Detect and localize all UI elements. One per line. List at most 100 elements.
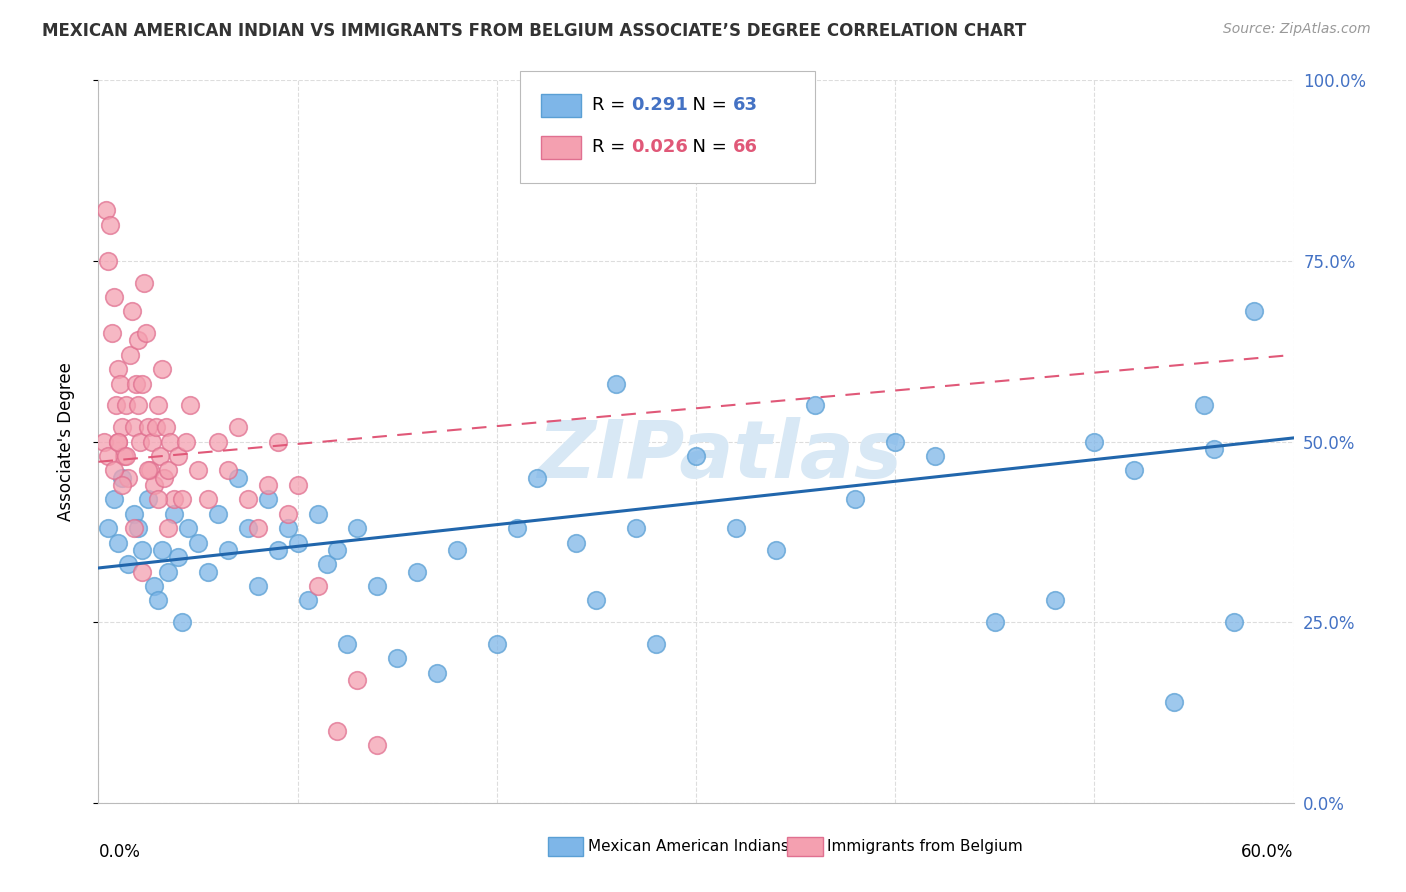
Point: [366, 738, 388, 752]
Point: [765, 542, 787, 557]
Point: [110, 376, 132, 391]
Point: [526, 470, 548, 484]
Point: [174, 434, 197, 449]
Text: R =: R =: [592, 138, 631, 156]
Point: [127, 334, 149, 348]
Point: [163, 507, 186, 521]
Point: [111, 478, 134, 492]
Point: [246, 521, 269, 535]
Point: [172, 492, 194, 507]
Point: [366, 579, 388, 593]
Point: [157, 463, 180, 477]
Point: [217, 542, 239, 557]
Point: [426, 665, 449, 680]
Text: 66: 66: [733, 138, 758, 156]
Point: [163, 492, 186, 507]
Point: [287, 478, 309, 492]
Point: [626, 521, 648, 535]
Point: [316, 558, 339, 572]
Point: [256, 492, 278, 507]
Text: Immigrants from Belgium: Immigrants from Belgium: [827, 839, 1022, 854]
Point: [804, 398, 827, 412]
Point: [187, 535, 209, 549]
Point: [1043, 593, 1066, 607]
Text: R =: R =: [592, 96, 631, 114]
Point: [131, 542, 153, 557]
Point: [585, 593, 607, 607]
Point: [135, 326, 157, 340]
Point: [107, 434, 129, 449]
Point: [346, 673, 368, 687]
Point: [157, 565, 180, 579]
Text: ZIPatlas: ZIPatlas: [537, 417, 903, 495]
Point: [131, 565, 153, 579]
Point: [136, 420, 159, 434]
Point: [127, 398, 149, 412]
Point: [326, 542, 349, 557]
Point: [115, 449, 138, 463]
Point: [103, 290, 125, 304]
Point: [884, 434, 907, 449]
Point: [297, 593, 319, 607]
Point: [136, 463, 159, 477]
Point: [97, 521, 120, 535]
Point: [207, 507, 229, 521]
Point: [844, 492, 866, 507]
Point: [153, 470, 176, 484]
Text: Source: ZipAtlas.com: Source: ZipAtlas.com: [1223, 22, 1371, 37]
Point: [105, 398, 128, 412]
Point: [605, 376, 627, 391]
Point: [1123, 463, 1146, 477]
Point: [121, 304, 143, 318]
Point: [120, 348, 142, 362]
Point: [197, 565, 219, 579]
Point: [96, 203, 118, 218]
Point: [127, 521, 149, 535]
Point: [485, 637, 508, 651]
Point: [197, 492, 219, 507]
Point: [924, 449, 946, 463]
Point: [207, 434, 229, 449]
Point: [97, 449, 120, 463]
Point: [246, 579, 269, 593]
Point: [179, 398, 201, 412]
Point: [307, 507, 329, 521]
Point: [97, 253, 120, 268]
Text: 0.026: 0.026: [631, 138, 688, 156]
Point: [148, 398, 170, 412]
Point: [150, 362, 173, 376]
Point: [277, 521, 299, 535]
Point: [125, 376, 148, 391]
Point: [172, 615, 194, 630]
Point: [143, 579, 166, 593]
Point: [187, 463, 209, 477]
Point: [141, 434, 163, 449]
Point: [1202, 442, 1225, 456]
Point: [131, 376, 153, 391]
Point: [1192, 398, 1215, 412]
Point: [1163, 695, 1185, 709]
Point: [103, 492, 125, 507]
Point: [446, 542, 468, 557]
Point: [139, 463, 162, 477]
Point: [167, 550, 190, 565]
Point: [93, 434, 115, 449]
Point: [506, 521, 529, 535]
Point: [117, 470, 139, 484]
Point: [267, 542, 290, 557]
Text: N =: N =: [681, 96, 733, 114]
Point: [124, 521, 146, 535]
Point: [148, 593, 170, 607]
Point: [336, 637, 359, 651]
Point: [406, 565, 429, 579]
Point: [124, 420, 146, 434]
Text: N =: N =: [681, 138, 733, 156]
Text: 0.291: 0.291: [631, 96, 688, 114]
Point: [1083, 434, 1105, 449]
Point: [645, 637, 668, 651]
Point: [115, 398, 138, 412]
Point: [984, 615, 1007, 630]
Point: [326, 723, 349, 738]
Y-axis label: Associate's Degree: Associate's Degree: [56, 362, 75, 521]
Point: [346, 521, 368, 535]
